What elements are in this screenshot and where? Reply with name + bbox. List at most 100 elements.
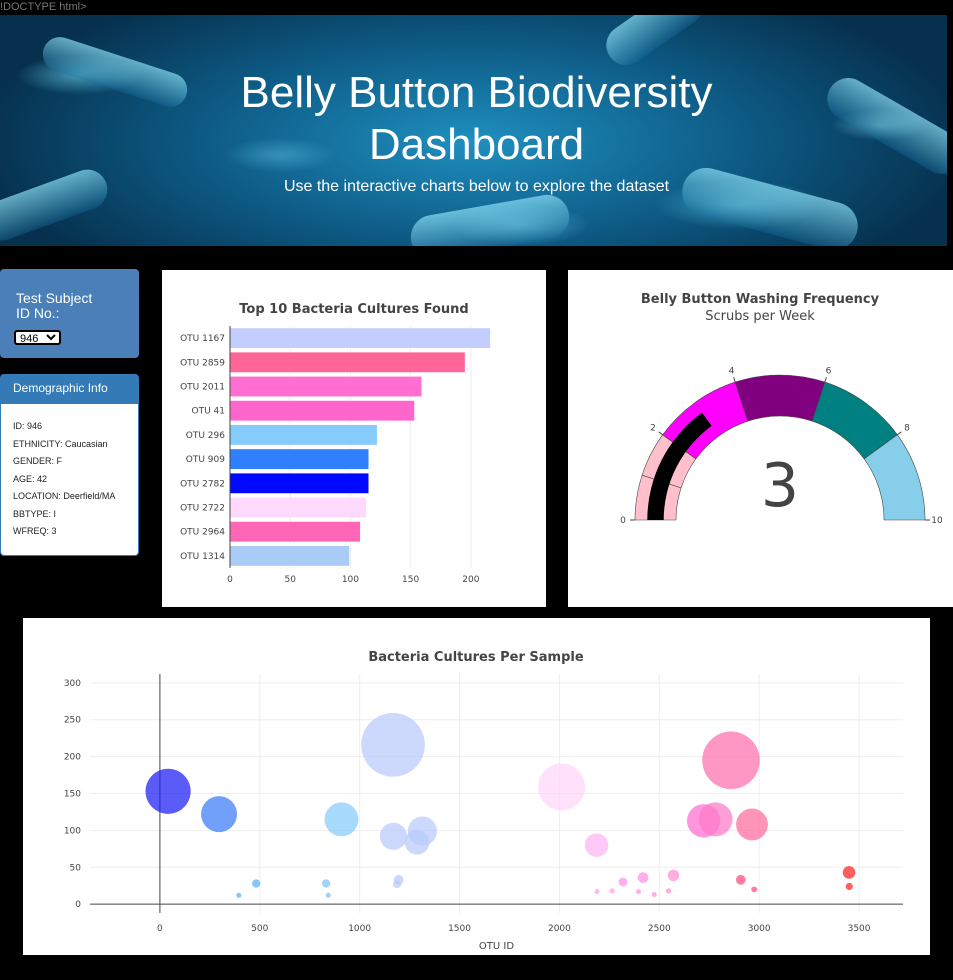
subject-selector-panel: Test Subject ID No.: 946 <box>0 269 139 358</box>
y-tick-label: OTU 2722 <box>180 504 225 514</box>
gauge-tick-label: 2 <box>650 424 656 434</box>
y-tick-label: 300 <box>64 679 81 689</box>
y-tick-label: 200 <box>64 753 81 763</box>
x-tick-label: 0 <box>227 575 233 585</box>
bar <box>230 473 369 494</box>
bubble-chart: Bacteria Cultures Per Sample 0 50 100 150 200… <box>64 650 903 952</box>
demographic-info-heading: Demographic Info <box>1 375 138 404</box>
bubble <box>145 768 191 814</box>
bacteria-decoration <box>407 191 573 246</box>
y-tick-label: OTU 2782 <box>180 479 225 489</box>
subject-selector-label: Test Subject ID No.: <box>16 291 92 321</box>
x-tick-label: 200 <box>462 575 479 585</box>
bar <box>230 449 369 470</box>
gauge-tick <box>733 377 736 383</box>
bacteria-decoration <box>598 15 712 73</box>
x-tick-label: 500 <box>251 924 268 934</box>
bubble <box>609 888 615 894</box>
bubble <box>236 892 242 898</box>
bubble <box>845 882 853 890</box>
bubble <box>665 888 672 894</box>
bubble <box>594 889 600 895</box>
y-tick-label: OTU 296 <box>186 431 225 441</box>
bar <box>230 400 415 421</box>
x-tick-label: 2500 <box>648 924 671 934</box>
y-tick-label: OTU 909 <box>186 455 225 465</box>
bubble <box>584 833 609 857</box>
x-tick-label: 3500 <box>848 924 871 934</box>
bubble <box>538 763 586 811</box>
demographic-row-bbtype: BBTYPE: I <box>13 508 57 519</box>
bar <box>230 352 465 373</box>
y-tick-label: 50 <box>70 863 82 873</box>
bubble <box>325 892 331 898</box>
bubble <box>637 872 649 883</box>
y-tick-label: 100 <box>64 826 81 836</box>
x-tick-label: 100 <box>342 575 359 585</box>
bubble <box>324 802 359 837</box>
bubble <box>404 829 430 855</box>
bar <box>230 376 422 397</box>
bar <box>230 545 350 566</box>
bubble <box>361 712 425 777</box>
gauge-tick-label: 8 <box>904 424 910 434</box>
bubble <box>698 802 733 837</box>
y-tick-label: OTU 1314 <box>180 552 225 562</box>
bacteria-decoration <box>676 162 864 246</box>
bubble <box>735 874 746 885</box>
bubble <box>651 892 657 898</box>
demographic-row-age: AGE: 42 <box>13 473 48 484</box>
gauge-tick-label: 4 <box>729 367 735 377</box>
y-tick-label: OTU 1167 <box>180 334 225 344</box>
subject-selector-label-line1: Test Subject <box>16 290 93 306</box>
bar-chart-card: Top 10 Bacteria Cultures Found 0 50 100 150 2… <box>162 270 546 607</box>
gauge-tick <box>897 431 902 436</box>
bubble-chart-card: Bacteria Cultures Per Sample 0 50 100 150 200… <box>23 618 930 955</box>
page-subtitle: Use the interactive charts below to expl… <box>283 178 670 195</box>
y-tick-label: OTU 2859 <box>180 358 225 368</box>
bacteria-decoration <box>0 163 113 246</box>
chart-title: Top 10 Bacteria Cultures Found <box>239 302 468 317</box>
page-title-line2: Dashboard <box>368 120 585 169</box>
x-tick-label: 1500 <box>448 924 471 934</box>
x-tick-label: 2000 <box>548 924 571 934</box>
chart-title: Bacteria Cultures Per Sample <box>368 650 584 665</box>
y-tick-label: 250 <box>64 716 81 726</box>
page-title-line1: Belly Button Biodiversity <box>240 68 713 117</box>
demographic-row-wfreq: WFREQ: 3 <box>13 526 57 536</box>
bubble <box>201 796 238 833</box>
demographic-row-gender: GENDER: F <box>13 456 63 466</box>
x-tick-label: 150 <box>402 575 419 585</box>
y-tick-label: OTU 41 <box>192 407 225 417</box>
gauge-tick-label: 10 <box>931 516 943 526</box>
x-tick-label: 50 <box>284 575 296 585</box>
x-axis-label: OTU ID <box>479 941 514 952</box>
x-tick-label: 0 <box>157 924 163 934</box>
bar-chart: Top 10 Bacteria Cultures Found 0 50 100 150 2… <box>180 302 491 585</box>
gauge-value-number: 3 <box>761 451 799 521</box>
y-tick-label: OTU 2011 <box>180 383 225 393</box>
bubble <box>636 889 642 895</box>
y-tick-label: 150 <box>64 790 81 800</box>
gauge-tick-label: 0 <box>620 516 626 526</box>
bubble <box>736 808 768 841</box>
gauge-tick <box>658 431 663 436</box>
x-tick-label: 1000 <box>348 924 371 934</box>
gauge-value-bar <box>647 412 712 520</box>
y-tick-label: 0 <box>75 900 81 910</box>
bubble <box>321 879 331 888</box>
demographic-row-location: LOCATION: Deerfield/MA <box>13 491 116 501</box>
demographic-row-ethnicity: ETHNICITY: Caucasian <box>13 438 108 449</box>
bubble <box>751 886 758 893</box>
bubble <box>702 731 760 790</box>
subject-id-select[interactable]: 946 <box>14 330 61 345</box>
demographic-info-panel: Demographic Info ID: 946 ETHNICITY: Cauc… <box>0 374 139 556</box>
gauge-tick <box>824 377 827 383</box>
gauge-chart: Belly Button Washing Frequency Scrubs per… <box>620 292 943 526</box>
bubble <box>393 880 402 889</box>
gauge-step <box>734 374 826 422</box>
y-tick-label: OTU 2964 <box>180 528 225 538</box>
gauge-chart-card: Belly Button Washing Frequency Scrubs per… <box>568 270 953 607</box>
gauge-tick-label: 6 <box>826 367 832 377</box>
bar <box>230 497 367 518</box>
